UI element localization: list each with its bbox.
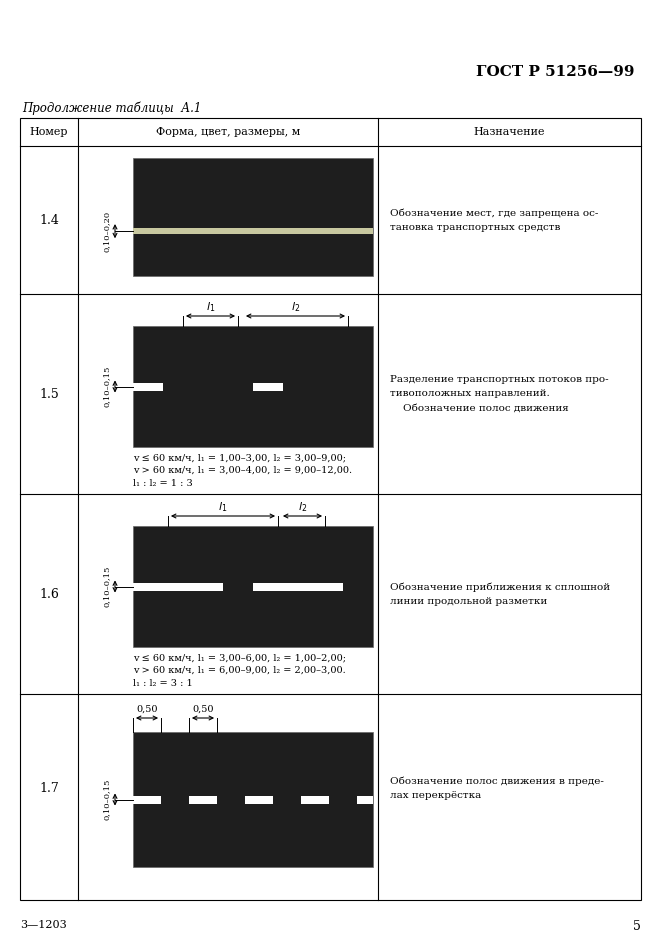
- Text: 0,10–0,15: 0,10–0,15: [103, 779, 111, 820]
- Text: Обозначение приближения к сплошной: Обозначение приближения к сплошной: [390, 582, 610, 592]
- Text: Разделение транспортных потоков про-: Разделение транспортных потоков про-: [390, 375, 609, 385]
- Bar: [133, 228, 373, 234]
- Text: 1.4: 1.4: [39, 213, 59, 227]
- Bar: [133, 383, 163, 390]
- Text: лах перекрёстка: лах перекрёстка: [390, 791, 481, 799]
- Text: $l_2$: $l_2$: [298, 500, 307, 514]
- Text: 0,50: 0,50: [136, 705, 158, 713]
- Bar: [253, 582, 343, 591]
- Bar: [245, 796, 273, 803]
- Bar: [357, 796, 373, 803]
- Text: ГОСТ Р 51256—99: ГОСТ Р 51256—99: [477, 65, 635, 79]
- Text: Обозначение полос движения: Обозначение полос движения: [390, 403, 568, 413]
- Bar: [133, 158, 373, 276]
- Bar: [133, 582, 223, 591]
- Text: 0,10–0,15: 0,10–0,15: [103, 566, 111, 607]
- Text: l₁ : l₂ = 3 : 1: l₁ : l₂ = 3 : 1: [133, 679, 193, 688]
- Text: тановка транспортных средств: тановка транспортных средств: [390, 223, 561, 231]
- Bar: [301, 796, 329, 803]
- Text: линии продольной разметки: линии продольной разметки: [390, 596, 547, 606]
- Text: $l_1$: $l_1$: [218, 500, 227, 514]
- Text: v > 60 км/ч, l₁ = 6,00–9,00, l₂ = 2,00–3,00.: v > 60 км/ч, l₁ = 6,00–9,00, l₂ = 2,00–3…: [133, 666, 346, 675]
- Text: Обозначение полос движения в преде-: Обозначение полос движения в преде-: [390, 776, 604, 785]
- Text: 1.5: 1.5: [39, 388, 59, 401]
- Text: Номер: Номер: [30, 127, 68, 137]
- Bar: [253, 383, 283, 390]
- Text: v ≤ 60 км/ч, l₁ = 1,00–3,00, l₂ = 3,00–9,00;: v ≤ 60 км/ч, l₁ = 1,00–3,00, l₂ = 3,00–9…: [133, 453, 346, 462]
- Text: 1.6: 1.6: [39, 588, 59, 601]
- Text: v > 60 км/ч, l₁ = 3,00–4,00, l₂ = 9,00–12,00.: v > 60 км/ч, l₁ = 3,00–4,00, l₂ = 9,00–1…: [133, 466, 352, 475]
- Text: 0,50: 0,50: [192, 705, 214, 713]
- Text: $l_2$: $l_2$: [291, 300, 300, 314]
- Text: Назначение: Назначение: [474, 127, 545, 137]
- Text: $l_1$: $l_1$: [206, 300, 215, 314]
- Text: 5: 5: [633, 920, 641, 933]
- Text: 0,10–0,20: 0,10–0,20: [103, 211, 111, 252]
- Text: 3—1203: 3—1203: [20, 920, 67, 930]
- Bar: [20, 118, 641, 900]
- Bar: [133, 326, 373, 447]
- Text: Обозначение мест, где запрещена ос-: Обозначение мест, где запрещена ос-: [390, 208, 598, 218]
- Text: l₁ : l₂ = 1 : 3: l₁ : l₂ = 1 : 3: [133, 479, 193, 488]
- Text: 1.7: 1.7: [39, 782, 59, 795]
- Bar: [133, 526, 373, 647]
- Text: тивоположных направлений.: тивоположных направлений.: [390, 389, 550, 399]
- Bar: [189, 796, 217, 803]
- Bar: [133, 732, 373, 867]
- Text: v ≤ 60 км/ч, l₁ = 3,00–6,00, l₂ = 1,00–2,00;: v ≤ 60 км/ч, l₁ = 3,00–6,00, l₂ = 1,00–2…: [133, 653, 346, 662]
- Text: Форма, цвет, размеры, м: Форма, цвет, размеры, м: [156, 127, 300, 137]
- Text: 0,10–0,15: 0,10–0,15: [103, 366, 111, 407]
- Bar: [133, 796, 161, 803]
- Text: Продолжение таблицы  А.1: Продолжение таблицы А.1: [22, 101, 202, 115]
